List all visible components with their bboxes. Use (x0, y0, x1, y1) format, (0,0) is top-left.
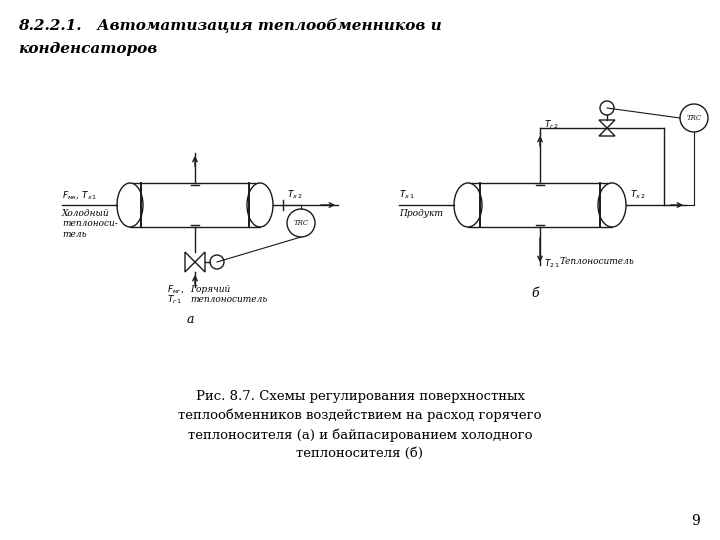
Text: $T_{2\,1}$: $T_{2\,1}$ (544, 257, 560, 269)
Polygon shape (599, 120, 615, 128)
Text: Холодный
теплоноси-
тель: Холодный теплоноси- тель (62, 209, 118, 239)
Bar (468, 183, 612, 227)
Text: TRC: TRC (686, 114, 701, 122)
Text: $F_{мг}$,: $F_{мг}$, (167, 283, 185, 295)
Text: $T_{г\,1}$: $T_{г\,1}$ (167, 293, 182, 306)
Text: $T_{х\,1}$: $T_{х\,1}$ (399, 188, 415, 201)
Polygon shape (195, 252, 205, 272)
Text: б: б (531, 287, 539, 300)
Text: 8.2.2.1.   Автоматизация теплообменников и: 8.2.2.1. Автоматизация теплообменников и (18, 18, 442, 33)
Ellipse shape (598, 183, 626, 227)
Text: Теплоноситель: Теплоноситель (560, 257, 635, 266)
Polygon shape (185, 252, 195, 272)
Text: $T_{х\,2}$: $T_{х\,2}$ (287, 188, 302, 201)
Text: а: а (186, 313, 194, 326)
Text: TRC: TRC (293, 219, 309, 227)
Text: Продукт: Продукт (399, 209, 443, 218)
Text: Рис. 8.7. Схемы регулирования поверхностных
теплообменников воздействием на расх: Рис. 8.7. Схемы регулирования поверхност… (179, 390, 541, 460)
Text: $F_{мк}$, $T_{х\,1}$: $F_{мк}$, $T_{х\,1}$ (62, 189, 97, 201)
Text: Горячий
теплоноситель: Горячий теплоноситель (190, 285, 267, 305)
Circle shape (210, 255, 224, 269)
Text: конденсаторов: конденсаторов (18, 42, 157, 56)
Ellipse shape (117, 183, 143, 227)
Ellipse shape (454, 183, 482, 227)
Circle shape (600, 101, 614, 115)
Ellipse shape (247, 183, 273, 227)
Bar (130, 183, 260, 227)
Text: 9: 9 (691, 514, 700, 528)
Circle shape (287, 209, 315, 237)
Text: $T_{х\,2}$: $T_{х\,2}$ (630, 188, 646, 201)
Polygon shape (599, 128, 615, 136)
Text: $T_{г\,2}$: $T_{г\,2}$ (544, 118, 559, 131)
Circle shape (680, 104, 708, 132)
